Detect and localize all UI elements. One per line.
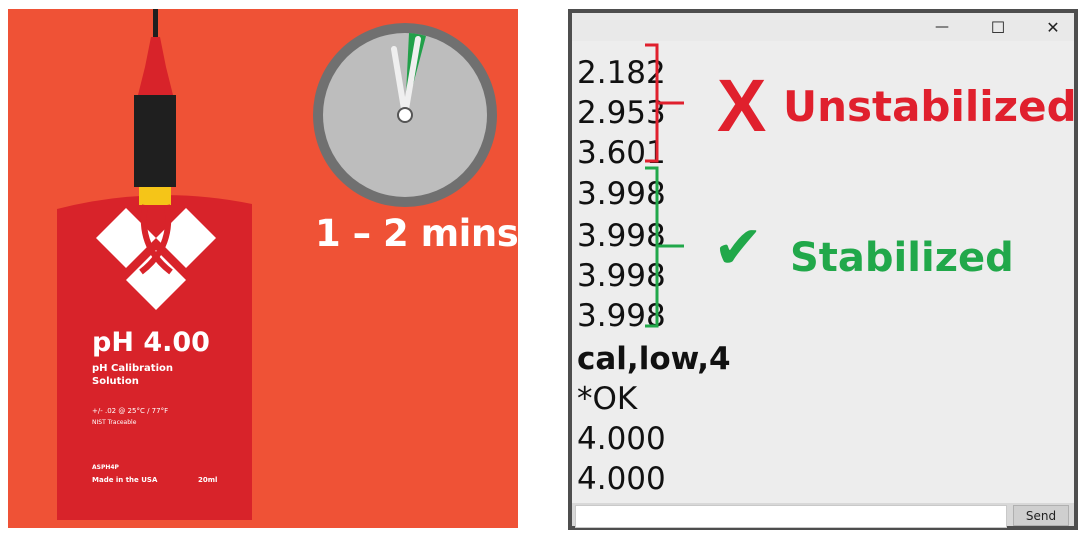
send-bar: Send: [572, 503, 1074, 528]
output-line: 2.953: [577, 95, 666, 131]
stable-label: Stabilized: [790, 235, 1014, 281]
output-line: 3.998: [577, 218, 666, 254]
output-line: 2.182: [577, 55, 666, 91]
probe-tip: [139, 187, 171, 205]
pouch-volume: 20ml: [198, 476, 218, 484]
pouch-origin: Made in the USA: [92, 476, 158, 484]
output-line: 4.000: [577, 421, 666, 457]
unstable-x-icon: X: [717, 64, 767, 147]
pouch-logo-icon: [96, 204, 216, 310]
probe-cable: [153, 9, 158, 37]
output-line: 4.000: [577, 461, 666, 497]
pouch-sku: ASPH4P: [92, 464, 119, 471]
output-line: 3.998: [577, 258, 666, 294]
maximize-button[interactable]: ☐: [978, 13, 1018, 41]
stable-bracket: [645, 166, 684, 328]
send-button[interactable]: Send: [1013, 505, 1069, 526]
unstable-bracket: [645, 43, 684, 163]
maximize-icon: ☐: [990, 17, 1006, 37]
output-line: 3.601: [577, 135, 666, 171]
output-line: 3.998: [577, 176, 666, 212]
pouch-spec: +/- .02 @ 25°C / 77°F: [92, 407, 169, 415]
close-icon: ✕: [1046, 17, 1060, 37]
pouch-traceable: NIST Traceable: [92, 419, 137, 426]
probe-connector: [138, 37, 173, 95]
minimize-button[interactable]: —: [922, 13, 962, 41]
command-line: cal,low,4: [577, 341, 731, 377]
pouch-subtitle-line2: Solution: [92, 376, 139, 387]
calibration-illustration: pH 4.00 pH Calibration Solution +/- .02 …: [8, 9, 518, 528]
title-bar: — ☐ ✕: [572, 13, 1074, 41]
timer-label: 1 – 2 mins: [315, 212, 518, 255]
serial-input[interactable]: [575, 505, 1007, 528]
calibration-pouch: [57, 195, 252, 520]
pouch-subtitle-line1: pH Calibration: [92, 363, 173, 374]
probe-body: [134, 95, 176, 187]
minimize-icon: —: [935, 19, 949, 35]
illustration-graphic: [57, 9, 497, 520]
pouch-title: pH 4.00: [92, 327, 210, 358]
serial-output: 2.182 2.953 3.601 3.998 3.998 3.998 3.99…: [572, 41, 1074, 503]
close-button[interactable]: ✕: [1033, 13, 1073, 41]
annotation-brackets: [645, 43, 684, 328]
serial-monitor-window: — ☐ ✕ 2.182 2.953 3.601 3.998 3.998 3.99…: [568, 9, 1078, 530]
timer-icon: [313, 23, 497, 207]
stable-check-icon: ✔: [713, 213, 764, 283]
unstable-label: Unstabilized: [783, 82, 1074, 131]
output-line: *OK: [577, 381, 638, 417]
